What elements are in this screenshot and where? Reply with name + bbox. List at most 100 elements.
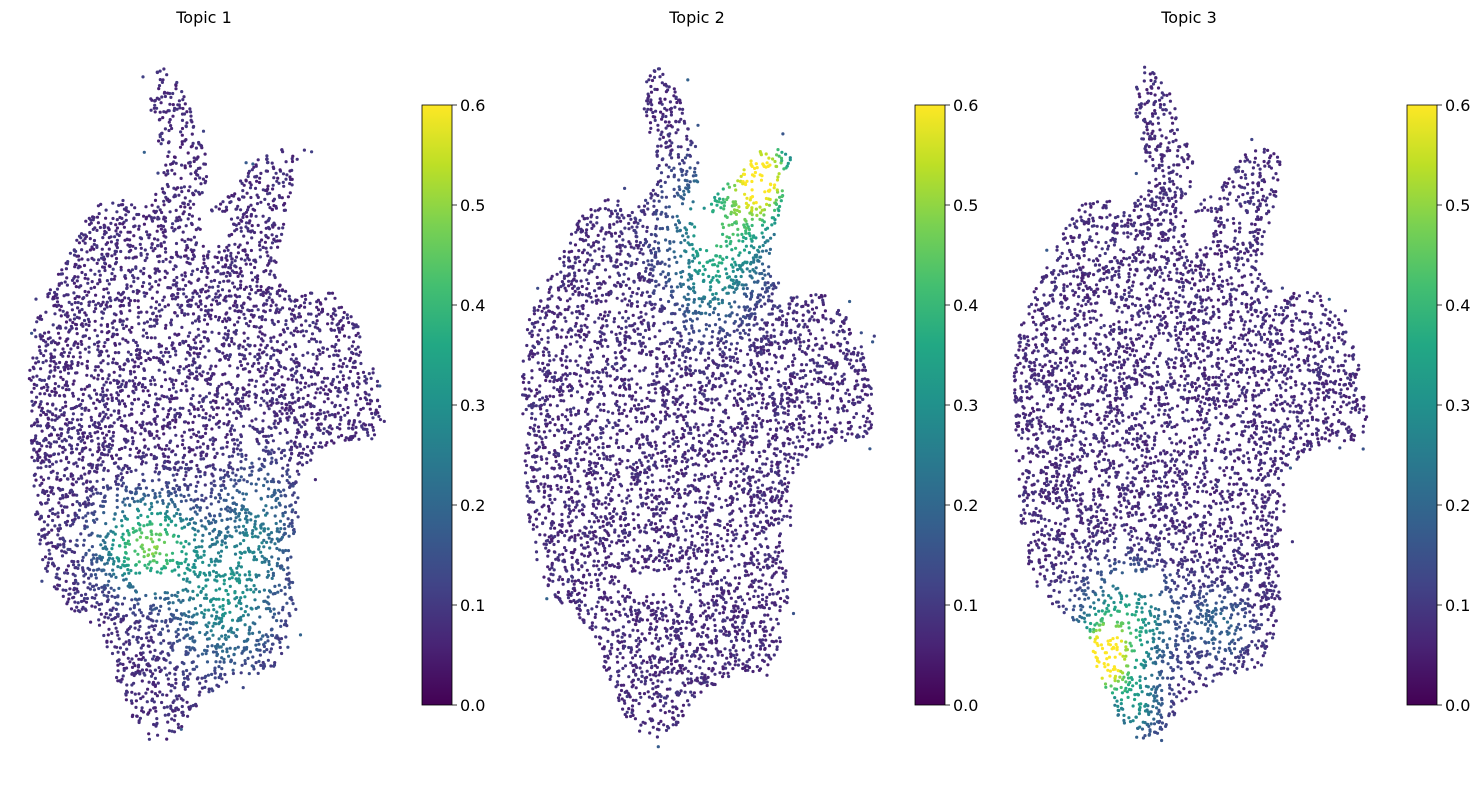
data-point	[130, 496, 135, 500]
data-point	[137, 449, 142, 453]
data-point	[65, 380, 69, 384]
data-point	[331, 366, 335, 371]
data-point	[102, 287, 106, 291]
data-point	[375, 399, 380, 403]
data-point	[80, 257, 84, 261]
data-point	[140, 284, 145, 288]
data-point	[196, 497, 200, 501]
data-point	[269, 377, 273, 381]
data-point	[354, 403, 358, 407]
data-point	[175, 484, 179, 488]
data-point	[185, 121, 189, 125]
data-point	[107, 556, 112, 560]
data-point	[208, 438, 212, 442]
data-point	[354, 347, 358, 351]
data-point	[101, 538, 105, 543]
data-point	[230, 535, 234, 539]
data-point	[76, 266, 80, 270]
data-point	[261, 290, 266, 294]
data-point	[162, 454, 166, 458]
data-point	[162, 466, 166, 470]
data-point	[200, 611, 204, 615]
data-point	[119, 472, 123, 476]
data-point	[97, 269, 101, 273]
data-point	[62, 350, 66, 354]
data-point	[92, 310, 96, 314]
data-point	[367, 372, 371, 376]
data-point	[75, 279, 79, 283]
data-point	[141, 420, 145, 424]
data-point	[53, 393, 57, 397]
data-point	[175, 253, 179, 257]
data-point	[316, 387, 320, 391]
data-point	[261, 245, 265, 249]
data-point	[277, 310, 281, 314]
data-point	[169, 706, 173, 711]
data-point	[228, 306, 232, 310]
data-point	[162, 657, 166, 662]
data-point	[314, 362, 318, 366]
data-point	[254, 396, 258, 400]
data-point	[117, 411, 121, 415]
data-point	[73, 265, 77, 269]
data-point	[155, 560, 159, 565]
data-point	[58, 360, 62, 365]
data-point	[257, 630, 261, 634]
data-point	[268, 650, 272, 654]
data-point	[179, 388, 183, 392]
data-point	[124, 218, 128, 222]
data-point	[210, 330, 214, 334]
data-point	[170, 593, 174, 598]
data-point	[81, 568, 85, 572]
data-point	[272, 335, 276, 339]
data-point	[188, 199, 192, 203]
data-point	[240, 508, 244, 512]
data-point	[178, 106, 182, 110]
data-point	[204, 309, 208, 313]
data-point	[317, 312, 321, 316]
data-point	[113, 319, 117, 323]
data-point	[72, 560, 76, 564]
data-point	[146, 233, 150, 237]
data-point	[52, 374, 56, 378]
data-point	[198, 630, 202, 635]
data-point	[81, 455, 85, 459]
data-point	[244, 322, 249, 326]
data-point	[123, 503, 127, 507]
data-point	[217, 637, 221, 641]
data-point	[184, 283, 188, 288]
data-point	[202, 330, 206, 334]
data-point	[206, 339, 210, 343]
data-point	[174, 161, 178, 165]
data-point	[274, 505, 278, 509]
data-point	[283, 510, 287, 514]
data-point	[354, 431, 358, 435]
data-point	[85, 496, 89, 500]
data-point	[251, 621, 255, 625]
data-point	[279, 624, 283, 629]
data-point	[144, 593, 148, 598]
data-point	[223, 486, 227, 490]
data-point	[280, 288, 285, 292]
data-point	[123, 296, 127, 300]
data-point	[120, 535, 124, 539]
data-point	[347, 320, 351, 325]
data-point	[190, 517, 194, 521]
data-point	[80, 412, 84, 416]
data-point	[342, 334, 347, 338]
data-point	[40, 444, 44, 448]
data-point	[283, 201, 287, 206]
data-point	[135, 353, 139, 357]
data-point	[286, 326, 290, 330]
data-point	[36, 458, 40, 463]
data-point	[131, 671, 135, 675]
data-point	[119, 617, 123, 621]
data-point	[192, 562, 196, 567]
data-point	[187, 598, 191, 602]
data-point	[205, 596, 209, 601]
data-point	[191, 448, 195, 452]
data-point	[295, 420, 299, 424]
data-point	[128, 243, 132, 247]
data-point	[118, 662, 122, 666]
data-point	[282, 522, 286, 527]
